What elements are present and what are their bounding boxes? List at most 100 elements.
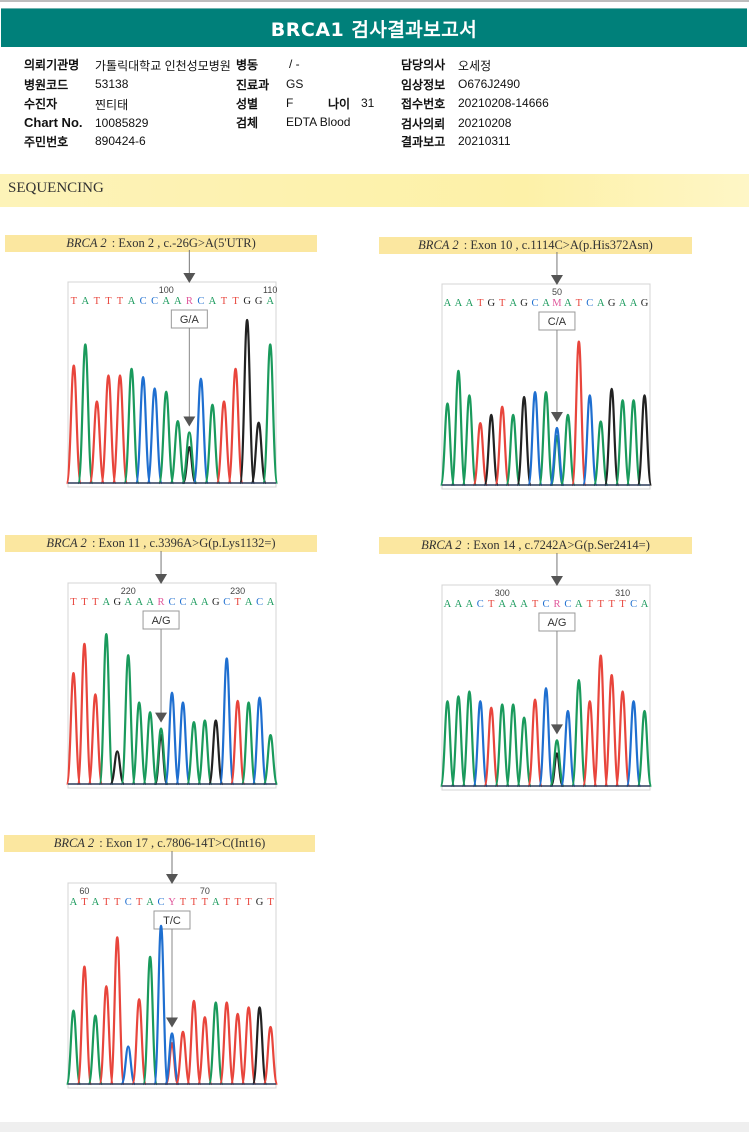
trace-peak-T: [215, 400, 233, 485]
variant-description: Exon 14 , c.7242A>G(p.Ser2414=): [473, 538, 650, 552]
trace-peak-T: [100, 374, 117, 485]
variant-description: Exon 2 , c.-26G>A(5'UTR): [118, 236, 256, 250]
trace-peak-A: [461, 394, 478, 487]
base-call: T: [114, 897, 121, 908]
base-call: G: [255, 296, 263, 307]
info-label-clinical-info: 임상정보: [401, 78, 446, 92]
info-value-hospital-code: 53138: [95, 77, 129, 91]
info-label-institution: 의뢰기관명: [24, 58, 80, 72]
trace-peak-T: [87, 693, 104, 786]
trace-peak-T: [98, 985, 115, 1086]
trace-peak-G: [483, 413, 500, 487]
base-call: A: [146, 897, 154, 908]
trace-peak-T: [227, 367, 244, 485]
trace-peak-C: [251, 696, 268, 786]
trace-peak-A: [439, 700, 456, 788]
trace-peak-C: [175, 701, 191, 786]
base-call: G: [113, 597, 121, 608]
top-divider: [0, 0, 749, 2]
base-call: T: [587, 599, 594, 610]
info-label-age: 나이: [328, 97, 351, 111]
genotype-label: A/G: [547, 617, 566, 629]
trace-peak-T: [570, 340, 587, 487]
variant-description: Exon 10 , c.1114C>A(p.His372Asn): [470, 238, 653, 252]
base-call: A: [575, 599, 583, 610]
base-call: C: [532, 298, 539, 309]
base-call: A: [201, 597, 209, 608]
trace-peak-T: [65, 364, 83, 485]
arrow-down-icon: [550, 411, 563, 422]
base-call: C: [223, 597, 230, 608]
position-label: 310: [615, 588, 630, 598]
base-call: T: [619, 599, 626, 610]
trace-peak-G: [238, 318, 256, 485]
chromatogram-exon17: 60 70A T A T T C T A C Y T T T A T T T G TT/C: [65, 851, 279, 1089]
base-call: A: [619, 298, 627, 309]
trace-peak-G: [250, 421, 267, 485]
trace-peak-C: [560, 709, 576, 788]
base-call: T: [202, 897, 209, 908]
trace-peak-A: [186, 720, 202, 786]
base-call: A: [212, 897, 220, 908]
base-call: T: [81, 597, 88, 608]
genotype-label: G/A: [180, 314, 200, 326]
trace-peak-A: [87, 1014, 104, 1086]
trace-peak-T: [229, 699, 246, 786]
trace-peak-C: [549, 426, 565, 487]
base-call: A: [509, 298, 517, 309]
trace-peak-T: [527, 698, 543, 788]
trace-peak-A: [592, 420, 609, 487]
trace-peak-A: [204, 403, 221, 485]
base-call: C: [256, 597, 263, 608]
trace-peak-A: [207, 1001, 224, 1086]
arrow-down-icon: [550, 576, 563, 586]
position-label: 60: [79, 886, 89, 896]
trace-peak-A: [196, 719, 213, 786]
trace-peak-T: [196, 1016, 213, 1086]
trace-peak-C: [164, 691, 180, 786]
base-call: T: [267, 897, 274, 908]
report-header: BRCA1 검사결과보고서: [1, 8, 747, 47]
base-call: T: [221, 296, 228, 307]
trace-peak-C: [153, 924, 169, 1086]
arrow-down-icon: [183, 273, 196, 283]
base-call: C: [158, 897, 165, 908]
base-call: A: [597, 298, 605, 309]
base-call: R: [186, 296, 193, 307]
trace-peak-T: [472, 421, 489, 487]
trace-peak-C: [538, 687, 554, 788]
trace-peak-A: [461, 690, 478, 788]
variant-description: Exon 17 , c.7806-14T>C(Int16): [105, 836, 266, 850]
info-value-report-date: 20210311: [458, 134, 511, 148]
base-call: A: [146, 597, 154, 608]
info-value-ward: / -: [289, 57, 300, 71]
base-call: A: [466, 599, 474, 610]
base-call: C: [586, 298, 593, 309]
base-call: C: [168, 597, 175, 608]
gene-name: BRCA 2: [421, 538, 462, 552]
position-label: 50: [552, 287, 562, 297]
trace-peak-T: [229, 1012, 246, 1086]
trace-peak-T: [76, 965, 93, 1086]
trace-peak-T: [186, 999, 202, 1086]
trace-peak-A: [505, 703, 522, 788]
base-call: A: [630, 298, 638, 309]
trace-peak-T: [483, 706, 500, 788]
trace-peak-C: [192, 377, 210, 485]
trace-peak-A: [169, 419, 187, 485]
info-value-institution: 가톨릭대학교 인천성모병원: [95, 59, 231, 73]
trace-peak-T: [603, 674, 620, 788]
base-call: T: [70, 597, 77, 608]
info-label-specimen: 검체: [236, 116, 259, 130]
arrow-down-icon: [166, 874, 178, 884]
info-label-report-date: 결과보고: [401, 135, 446, 149]
trace-peak-T: [262, 1025, 279, 1086]
base-call: A: [82, 296, 90, 307]
trace-peak-A: [538, 390, 554, 487]
info-value-age: 31: [361, 96, 375, 110]
trace-peak-T: [592, 654, 609, 788]
trace-peak-A: [625, 399, 642, 487]
trace-peak-A: [77, 343, 94, 485]
